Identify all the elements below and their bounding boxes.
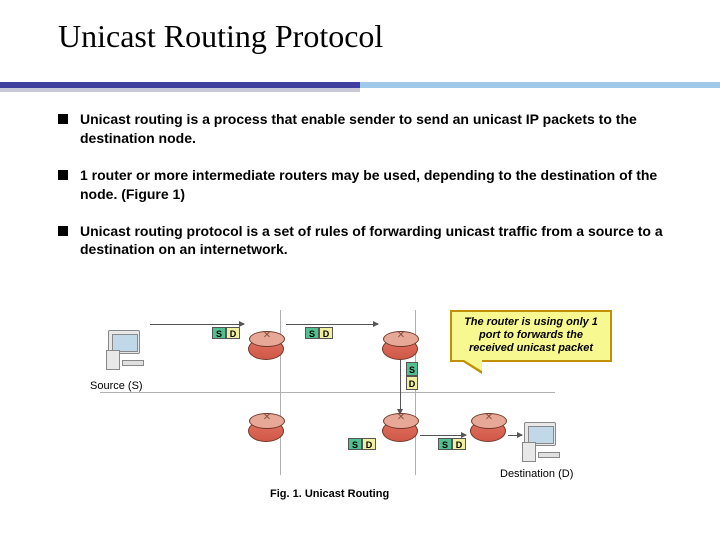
router-icon [382,420,418,442]
bullet-text: Unicast routing is a process that enable… [80,110,674,148]
router-icon [248,338,284,360]
title-underline [0,82,720,92]
grid-line [100,392,555,393]
packet-label: SD [305,327,333,339]
bullet-icon [58,114,68,124]
bullet-text: 1 router or more intermediate routers ma… [80,166,674,204]
source-label: Source (S) [90,380,143,392]
list-item: 1 router or more intermediate routers ma… [58,166,674,204]
bullet-icon [58,226,68,236]
packet-arrow [286,324,378,325]
page-title: Unicast Routing Protocol [58,18,720,55]
destination-label: Destination (D) [500,468,573,480]
router-icon [248,420,284,442]
packet-label: SD [348,438,376,450]
packet-label: SD [438,438,466,450]
packet-label: SD [406,362,418,390]
bullet-list: Unicast routing is a process that enable… [58,110,674,277]
packet-label: SD [212,327,240,339]
router-icon [382,338,418,360]
list-item: Unicast routing is a process that enable… [58,110,674,148]
callout-tail-icon [460,360,482,374]
source-computer-icon [108,330,148,372]
packet-arrow [420,435,466,436]
packet-arrow [400,352,401,414]
packet-arrow [150,324,244,325]
packet-arrow [508,435,522,436]
bullet-text: Unicast routing protocol is a set of rul… [80,222,674,260]
callout-box: The router is using only 1 port to forwa… [450,310,612,362]
list-item: Unicast routing protocol is a set of rul… [58,222,674,260]
figure-caption: Fig. 1. Unicast Routing [270,488,389,500]
router-icon [470,420,506,442]
unicast-routing-diagram: SD SD SD SD SD Source (S) Destination (D… [100,310,660,500]
bullet-icon [58,170,68,180]
destination-computer-icon [524,422,564,464]
